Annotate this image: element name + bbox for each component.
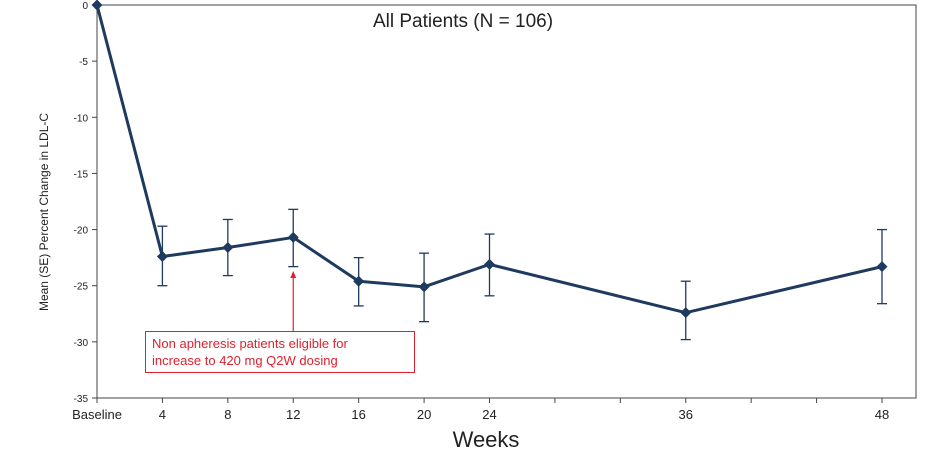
- y-tick-label: -25: [74, 282, 89, 293]
- y-axis-label: Mean (SE) Percent Change in LDL-C: [37, 113, 51, 311]
- plot-frame: [96, 4, 917, 399]
- x-tick-label: 8: [224, 407, 231, 422]
- x-tick-label: 24: [482, 407, 496, 422]
- x-tick-label: 4: [159, 407, 166, 422]
- x-axis-label: Weeks: [453, 427, 520, 452]
- annotation-line-2: increase to 420 mg Q2W dosing: [152, 353, 338, 368]
- x-tick-label: 20: [417, 407, 431, 422]
- y-tick-label: 0: [82, 1, 88, 12]
- annotation-box: Non apheresis patients eligible for incr…: [145, 331, 415, 373]
- data-point: [876, 261, 888, 273]
- y-tick-label: -20: [74, 226, 89, 237]
- data-point: [484, 258, 495, 270]
- x-tick-label: 12: [286, 407, 300, 422]
- data-markers: [91, 0, 888, 319]
- annotation-line-1: Non apheresis patients eligible for: [152, 336, 348, 351]
- y-tick-label: -5: [79, 57, 88, 68]
- chart-title: All Patients (N = 106): [373, 11, 553, 32]
- data-point: [156, 251, 168, 263]
- data-point: [680, 307, 692, 319]
- y-tick-label: -35: [74, 394, 89, 405]
- y-tick-label: -15: [74, 169, 89, 180]
- annotation-arrow-head: [290, 271, 297, 278]
- y-tick-label: -10: [74, 113, 89, 124]
- x-tick-label: Baseline: [72, 407, 122, 422]
- y-tick-label: -30: [74, 338, 89, 349]
- data-point: [287, 231, 299, 243]
- data-point: [91, 0, 103, 11]
- data-point: [353, 275, 365, 287]
- data-point: [222, 242, 234, 254]
- x-tick-label: 36: [679, 407, 693, 422]
- annotation-arrow: [290, 271, 297, 331]
- x-tick-label: 48: [875, 407, 889, 422]
- data-point: [418, 281, 430, 293]
- x-tick-label: 16: [351, 407, 365, 422]
- error-bars: [157, 208, 887, 341]
